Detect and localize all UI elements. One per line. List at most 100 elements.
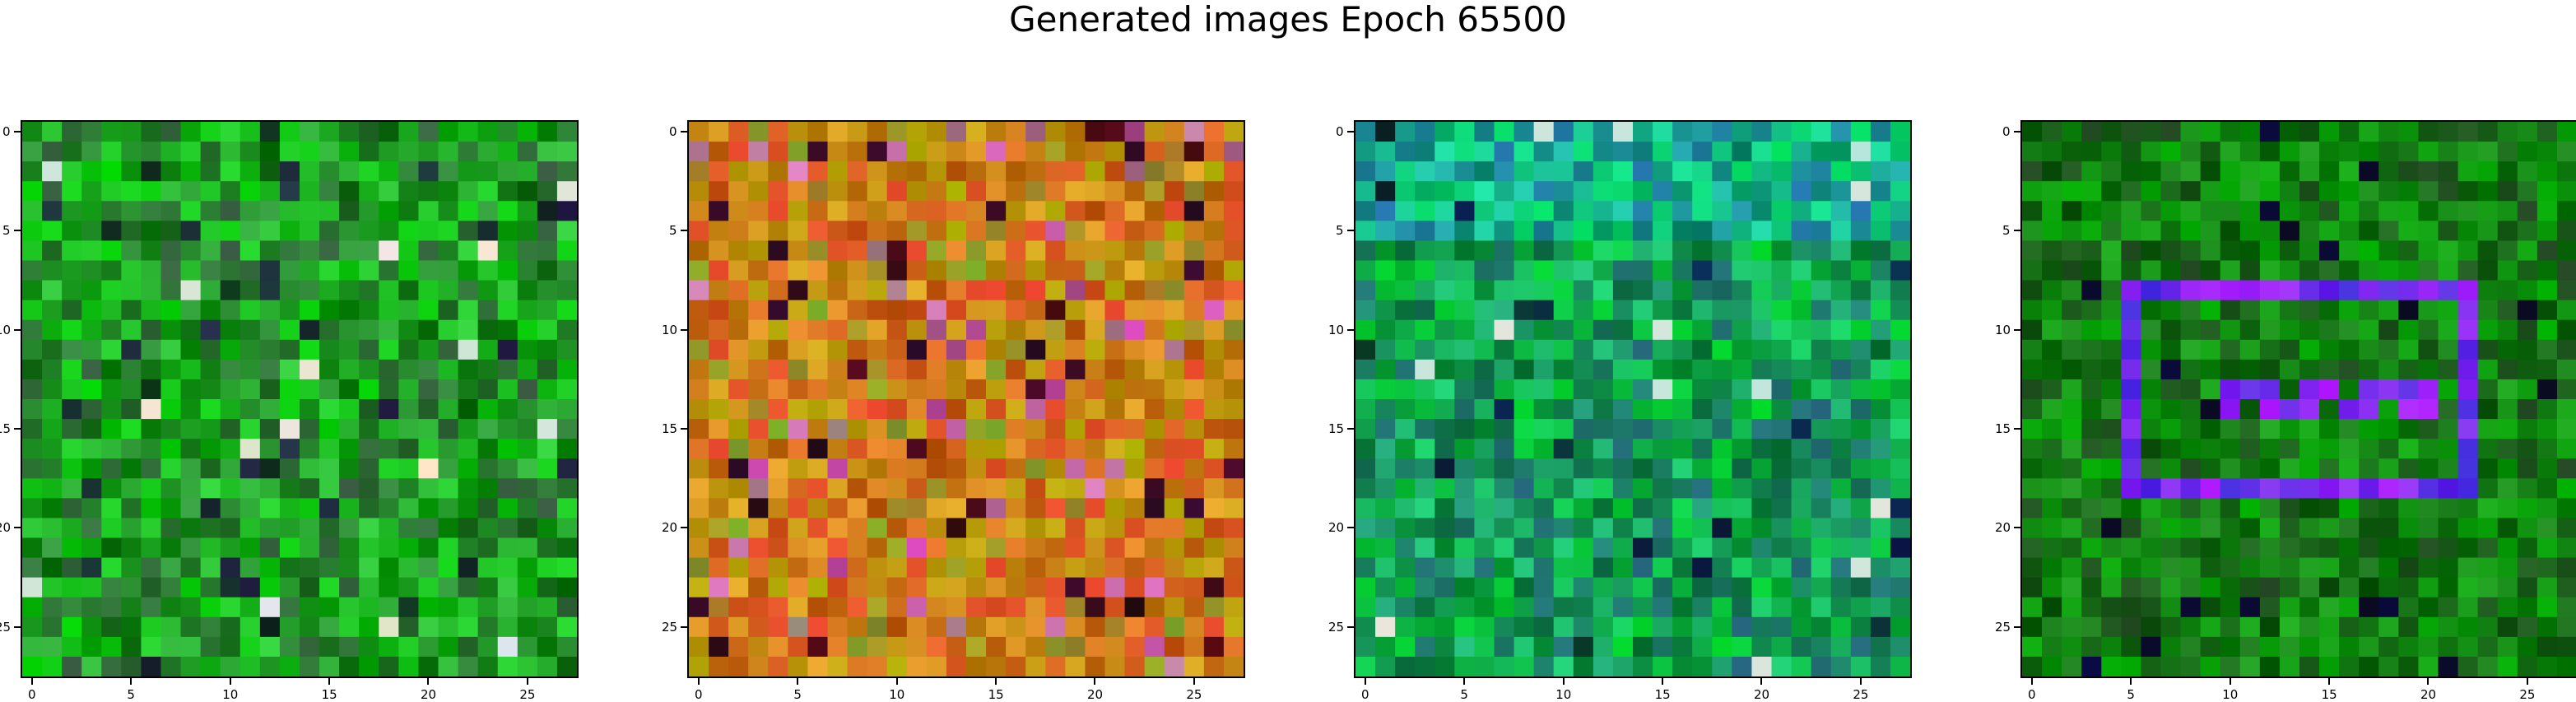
pixel-cell	[2477, 557, 2499, 579]
pixel-cell	[1890, 399, 1910, 420]
pixel-cell	[2180, 181, 2202, 202]
pixel-cell	[398, 201, 420, 221]
pixel-cell	[458, 399, 479, 420]
pixel-cell	[2339, 439, 2360, 459]
pixel-cell	[1653, 419, 1673, 439]
pixel-cell	[2042, 419, 2062, 439]
pixel-cell	[2081, 319, 2102, 341]
pixel-cell	[477, 439, 499, 459]
pixel-cell	[2319, 122, 2340, 142]
pixel-cell	[141, 142, 162, 162]
pixel-cell	[239, 656, 261, 676]
pixel-cell	[537, 122, 558, 142]
pixel-cell	[807, 498, 829, 519]
pixel-cell	[1553, 577, 1574, 598]
pixel-cell	[2378, 656, 2399, 676]
pixel-cell	[2517, 399, 2538, 420]
pixel-cell	[1144, 597, 1165, 618]
pixel-cell	[438, 498, 459, 519]
pixel-cell	[1672, 577, 1693, 598]
pixel-cell	[81, 577, 102, 598]
pixel-cell	[2081, 478, 2102, 499]
pixel-cell	[279, 161, 300, 182]
pixel-cell	[2477, 399, 2499, 420]
pixel-cell	[867, 260, 888, 281]
pixel-cell	[2101, 518, 2122, 539]
pixel-cell	[709, 577, 729, 598]
pixel-cell	[81, 359, 102, 380]
pixel-cell	[141, 636, 162, 658]
pixel-cell	[220, 359, 241, 380]
pixel-cell	[2319, 439, 2340, 459]
pixel-cell	[200, 122, 221, 142]
pixel-cell	[1553, 339, 1574, 360]
pixel-cell	[2536, 339, 2558, 360]
pixel-cell	[2239, 221, 2261, 242]
pixel-cell	[1025, 359, 1046, 380]
pixel-cell	[1395, 399, 1416, 420]
pixel-cell	[1395, 636, 1416, 658]
pixel-cell	[2398, 518, 2420, 539]
pixel-cell	[1006, 557, 1026, 579]
pixel-cell	[1065, 498, 1086, 519]
pixel-cell	[2200, 379, 2221, 400]
pixel-cell	[1494, 181, 1515, 202]
pixel-cell	[1870, 339, 1891, 360]
pixel-cell	[906, 419, 928, 439]
pixel-cell	[1751, 399, 1773, 420]
pixel-cell	[1415, 419, 1435, 439]
pixel-cell	[1612, 518, 1634, 539]
pixel-cell	[2418, 478, 2439, 499]
pixel-cell	[180, 122, 202, 142]
x-tick-label: 20	[420, 687, 437, 702]
image-panel-1	[21, 120, 579, 678]
pixel-cell	[1415, 181, 1435, 202]
pixel-cell	[788, 656, 809, 676]
pixel-cell	[458, 260, 479, 281]
pixel-cell	[1144, 201, 1165, 221]
pixel-cell	[2339, 557, 2360, 579]
pixel-cell	[1494, 339, 1515, 360]
pixel-cell	[517, 122, 538, 142]
pixel-cell	[2477, 280, 2499, 301]
pixel-cell	[1514, 656, 1535, 676]
pixel-cell	[2359, 616, 2379, 638]
y-tick-mark	[681, 230, 687, 232]
pixel-cell	[1164, 458, 1185, 479]
pixel-cell	[2022, 399, 2043, 420]
pixel-cell	[926, 557, 947, 579]
pixel-cell	[1183, 260, 1205, 281]
pixel-cell	[2062, 597, 2082, 618]
pixel-cell	[2339, 458, 2360, 479]
pixel-cell	[101, 498, 122, 519]
pixel-cell	[1830, 142, 1852, 162]
pixel-cell	[517, 359, 538, 380]
pixel-cell	[2062, 280, 2082, 301]
pixel-cell	[2160, 300, 2182, 321]
pixel-cell	[1890, 458, 1910, 479]
pixel-cell	[689, 498, 709, 519]
pixel-cell	[517, 537, 538, 559]
pixel-cell	[768, 577, 788, 598]
pixel-cell	[497, 537, 518, 559]
pixel-cell	[42, 419, 63, 439]
pixel-cell	[22, 498, 43, 519]
pixel-cell	[1751, 221, 1773, 242]
pixel-cell	[2556, 439, 2576, 459]
pixel-cell	[2239, 142, 2261, 162]
pixel-cell	[1025, 616, 1046, 638]
pixel-cell	[1514, 577, 1535, 598]
pixel-cell	[926, 498, 947, 519]
pixel-cell	[1355, 478, 1376, 499]
pixel-cell	[2141, 181, 2162, 202]
pixel-cell	[689, 478, 709, 499]
pixel-cell	[1593, 201, 1614, 221]
pixel-cell	[1065, 439, 1086, 459]
pixel-cell	[2556, 122, 2576, 142]
pixel-cell	[886, 518, 908, 539]
pixel-cell	[1223, 636, 1244, 658]
pixel-cell	[906, 399, 928, 420]
pixel-cell	[2359, 439, 2379, 459]
pixel-cell	[1692, 300, 1713, 321]
pixel-cell	[788, 478, 809, 499]
